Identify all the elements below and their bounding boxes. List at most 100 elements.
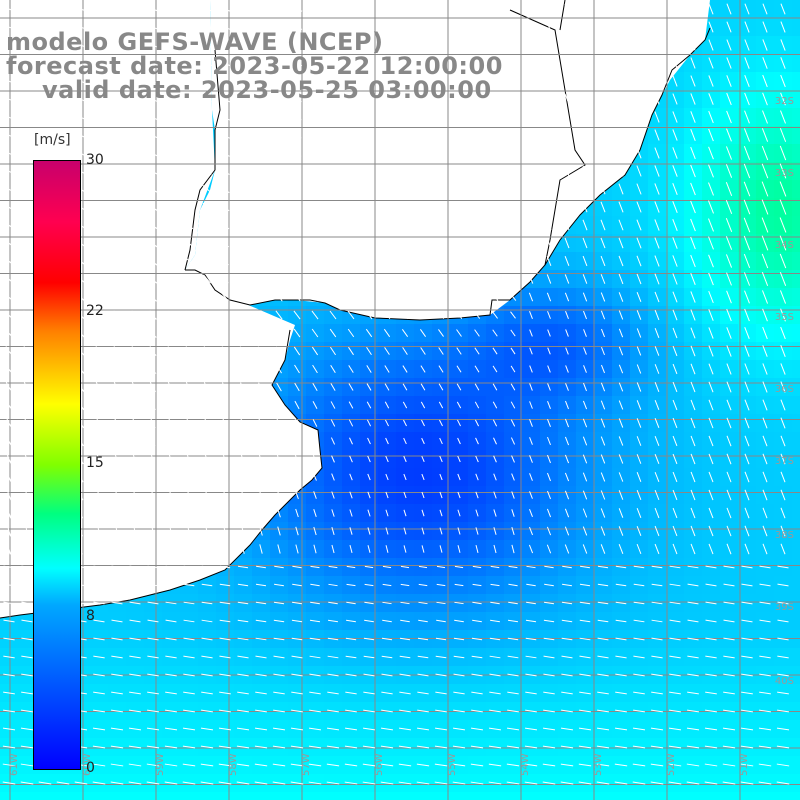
wind-arrow: [453, 655, 465, 659]
wind-arrow: [346, 149, 356, 157]
wind-arrow: [618, 219, 624, 231]
wind-arrow: [490, 601, 500, 605]
wind-arrow: [273, 709, 285, 713]
wind-arrow: [328, 167, 338, 175]
wind-arrow: [24, 525, 30, 537]
wind-arrow: [147, 619, 159, 623]
wind-arrow: [292, 113, 302, 121]
wind-arrow: [183, 601, 195, 605]
wind-arrow: [290, 781, 304, 785]
wind-arrow: [564, 508, 570, 518]
wind-arrow: [201, 583, 213, 587]
wind-arrow: [524, 727, 538, 731]
wind-arrow: [148, 167, 158, 175]
wind-arrow: [129, 583, 141, 587]
wind-cell: [450, 792, 468, 800]
wind-arrow: [672, 21, 678, 33]
wind-arrow: [705, 583, 717, 587]
wind-arrow: [618, 93, 624, 105]
wind-arrow: [6, 507, 12, 519]
wind-arrow: [400, 149, 410, 157]
wind-arrow: [759, 709, 771, 713]
wind-arrow: [292, 149, 302, 157]
wind-arrow: [547, 311, 551, 319]
wind-arrow: [5, 274, 13, 284]
wind-arrow: [74, 781, 88, 785]
wind-arrow: [546, 526, 552, 536]
lat-label: 32S: [774, 96, 794, 107]
wind-arrow: [400, 601, 410, 605]
wind-arrow: [312, 401, 318, 409]
wind-arrow: [255, 655, 267, 659]
wind-arrow: [274, 167, 284, 175]
wind-arrow: [597, 583, 609, 587]
wind-arrow: [237, 637, 249, 641]
wind-arrow: [454, 220, 464, 230]
wind-arrow: [204, 454, 210, 464]
wind-arrow: [58, 113, 68, 121]
wind-arrow: [780, 308, 786, 322]
wind-arrow: [489, 77, 501, 85]
wind-arrow: [600, 292, 606, 302]
wind-arrow: [385, 545, 389, 553]
wind-arrow: [327, 24, 339, 30]
wind-arrow: [238, 220, 248, 230]
wind-arrow: [489, 59, 501, 67]
wind-arrow: [291, 655, 303, 659]
wind-arrow: [454, 131, 464, 139]
wind-cell: [792, 90, 800, 108]
wind-arrow: [740, 763, 754, 767]
wind-arrow: [582, 237, 588, 249]
wind-arrow: [744, 471, 750, 483]
wind-arrow: [436, 149, 446, 157]
wind-arrow: [330, 346, 336, 356]
wind-arrow: [258, 436, 264, 446]
wind-arrow: [202, 184, 212, 194]
wind-arrow: [255, 583, 267, 587]
wind-arrow: [328, 131, 338, 139]
wind-arrow: [456, 347, 462, 355]
lon-label: 53W: [593, 753, 604, 776]
wind-cell: [792, 180, 800, 198]
wind-arrow: [23, 399, 31, 411]
wind-arrow: [57, 6, 69, 12]
wind-arrow: [489, 691, 501, 695]
wind-arrow: [454, 202, 464, 212]
wind-arrow: [21, 59, 33, 67]
wind-arrow: [131, 364, 139, 374]
wind-arrow: [132, 507, 138, 519]
wind-arrow: [132, 417, 138, 429]
wind-arrow: [490, 565, 500, 569]
wind-arrow: [488, 763, 502, 767]
wind-arrow: [328, 220, 338, 230]
wind-arrow: [489, 42, 501, 48]
wind-arrow: [454, 619, 464, 623]
wind-arrow: [417, 637, 429, 641]
wind-arrow: [76, 95, 86, 103]
wind-arrow: [776, 727, 790, 731]
wind-arrow: [384, 347, 390, 355]
wind-arrow: [382, 131, 392, 139]
wind-arrow: [256, 220, 266, 230]
wind-arrow: [417, 6, 429, 12]
wind-arrow: [651, 637, 663, 641]
wind-arrow: [384, 383, 390, 391]
wind-arrow: [111, 619, 123, 623]
wind-arrow: [3, 619, 15, 623]
wind-arrow: [219, 42, 231, 48]
wind-arrow: [202, 149, 212, 157]
wind-arrow: [344, 727, 358, 731]
wind-arrow: [417, 24, 429, 30]
wind-arrow: [439, 509, 443, 517]
wind-arrow: [452, 763, 466, 767]
wind-arrow: [507, 77, 519, 85]
wind-arrow: [22, 167, 32, 175]
wind-arrow: [472, 565, 482, 569]
wind-arrow: [726, 435, 732, 447]
wind-arrow: [654, 543, 660, 555]
wind-arrow: [240, 400, 246, 410]
wind-arrow: [24, 489, 30, 501]
wind-arrow: [219, 619, 231, 623]
wind-arrow: [726, 92, 732, 106]
wind-arrow: [113, 364, 121, 374]
